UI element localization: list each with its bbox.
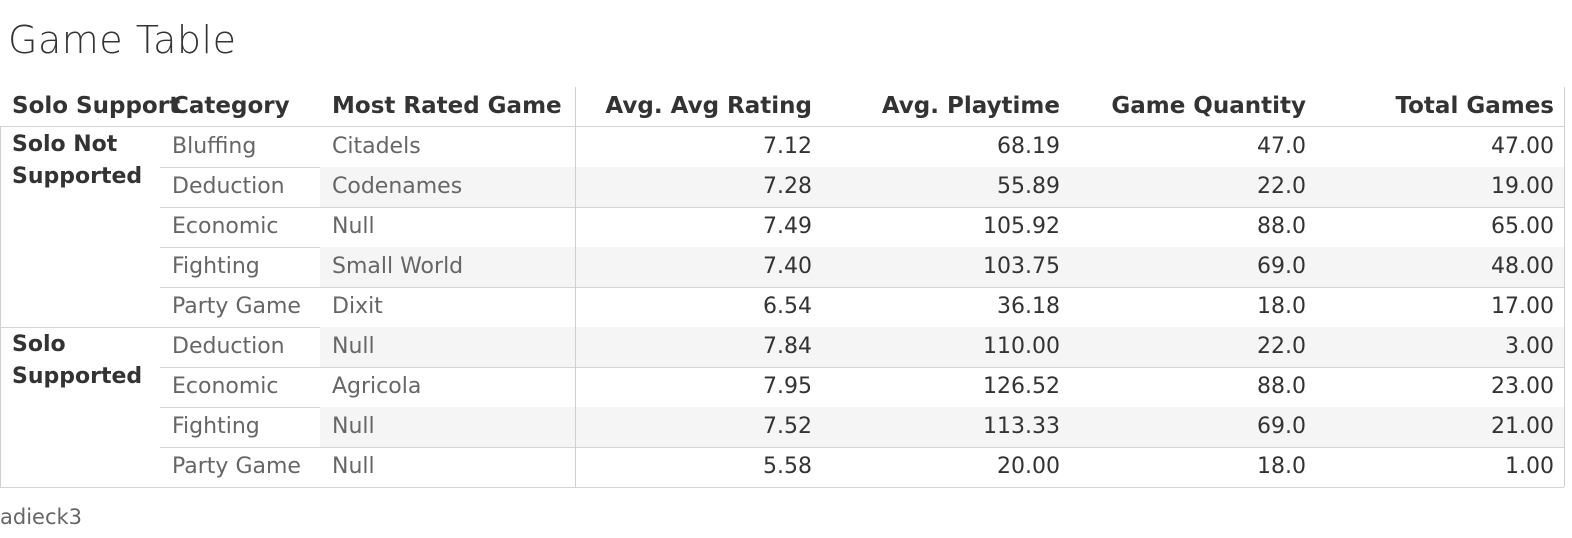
total-cell[interactable]: 3.00: [1505, 334, 1554, 359]
game-cell[interactable]: Small World: [332, 254, 464, 279]
row-band: [320, 167, 576, 207]
total-cell[interactable]: 48.00: [1491, 254, 1554, 279]
game-cell[interactable]: Codenames: [332, 174, 463, 199]
category-cell[interactable]: Party Game: [172, 454, 301, 479]
measure-divider: [575, 87, 576, 487]
category-cell[interactable]: Economic: [172, 374, 279, 399]
playtime-cell[interactable]: 68.19: [997, 134, 1060, 159]
total-cell[interactable]: 21.00: [1491, 414, 1554, 439]
author-label: adieck3: [0, 505, 83, 529]
total-cell[interactable]: 47.00: [1491, 134, 1554, 159]
total-cell[interactable]: 65.00: [1491, 214, 1554, 239]
total-cell[interactable]: 19.00: [1491, 174, 1554, 199]
quantity-cell[interactable]: 88.0: [1257, 214, 1306, 239]
header-most-rated-game[interactable]: Most Rated Game: [332, 93, 562, 119]
header-total-games[interactable]: Total Games: [1395, 93, 1555, 119]
playtime-cell[interactable]: 55.89: [997, 174, 1060, 199]
game-cell[interactable]: Null: [332, 214, 375, 239]
game-cell[interactable]: Dixit: [332, 294, 383, 319]
row-divider: [0, 487, 1564, 488]
rating-cell[interactable]: 7.40: [763, 254, 812, 279]
game-cell[interactable]: Null: [332, 454, 375, 479]
header-avg-playtime[interactable]: Avg. Playtime: [881, 93, 1060, 119]
row-band: [576, 407, 1564, 447]
rating-cell[interactable]: 7.28: [763, 174, 812, 199]
quantity-cell[interactable]: 69.0: [1257, 254, 1306, 279]
row-band: [576, 247, 1564, 287]
category-cell[interactable]: Party Game: [172, 294, 301, 319]
rating-cell[interactable]: 7.84: [763, 334, 812, 359]
rating-cell[interactable]: 7.49: [763, 214, 812, 239]
game-cell[interactable]: Agricola: [332, 374, 422, 399]
game-cell[interactable]: Null: [332, 414, 375, 439]
header-solo-support[interactable]: Solo Support: [12, 93, 181, 119]
category-cell[interactable]: Economic: [172, 214, 279, 239]
row-divider: [160, 287, 1564, 288]
table-left-edge: [0, 127, 1, 487]
row-divider: [160, 447, 1564, 448]
quantity-cell[interactable]: 69.0: [1257, 414, 1306, 439]
row-band: [576, 327, 1564, 367]
total-cell[interactable]: 23.00: [1491, 374, 1554, 399]
category-cell[interactable]: Fighting: [172, 414, 260, 439]
row-band: [320, 327, 576, 367]
row-divider: [160, 367, 1564, 368]
header-category[interactable]: Category: [172, 93, 290, 119]
total-cell[interactable]: 1.00: [1505, 454, 1554, 479]
page-title: Game Table: [8, 18, 237, 62]
header-divider: [0, 126, 1564, 127]
category-cell[interactable]: Deduction: [172, 174, 285, 199]
playtime-cell[interactable]: 113.33: [983, 414, 1060, 439]
quantity-cell[interactable]: 22.0: [1257, 174, 1306, 199]
category-cell[interactable]: Deduction: [172, 334, 285, 359]
playtime-cell[interactable]: 105.92: [983, 214, 1060, 239]
rating-cell[interactable]: 6.54: [763, 294, 812, 319]
header-avg-rating[interactable]: Avg. Avg Rating: [605, 93, 812, 119]
rating-cell[interactable]: 5.58: [763, 454, 812, 479]
playtime-cell[interactable]: 103.75: [983, 254, 1060, 279]
total-cell[interactable]: 17.00: [1491, 294, 1554, 319]
game-cell[interactable]: Citadels: [332, 134, 421, 159]
game-cell[interactable]: Null: [332, 334, 375, 359]
row-divider: [160, 207, 1564, 208]
playtime-cell[interactable]: 126.52: [983, 374, 1060, 399]
category-cell[interactable]: Bluffing: [172, 134, 257, 159]
row-band: [320, 407, 576, 447]
quantity-cell[interactable]: 18.0: [1257, 454, 1306, 479]
playtime-cell[interactable]: 20.00: [997, 454, 1060, 479]
rating-cell[interactable]: 7.52: [763, 414, 812, 439]
quantity-cell[interactable]: 18.0: [1257, 294, 1306, 319]
solo-support-label[interactable]: Solo Not Supported: [12, 132, 143, 189]
category-cell[interactable]: Fighting: [172, 254, 260, 279]
header-game-quantity[interactable]: Game Quantity: [1111, 93, 1306, 119]
quantity-cell[interactable]: 22.0: [1257, 334, 1306, 359]
rating-cell[interactable]: 7.95: [763, 374, 812, 399]
quantity-cell[interactable]: 88.0: [1257, 374, 1306, 399]
solo-support-label[interactable]: Solo Supported: [12, 332, 143, 389]
row-band: [320, 247, 576, 287]
playtime-cell[interactable]: 36.18: [997, 294, 1060, 319]
playtime-cell[interactable]: 110.00: [983, 334, 1060, 359]
table-right-edge: [1564, 87, 1565, 487]
quantity-cell[interactable]: 47.0: [1257, 134, 1306, 159]
rating-cell[interactable]: 7.12: [763, 134, 812, 159]
row-band: [576, 167, 1564, 207]
